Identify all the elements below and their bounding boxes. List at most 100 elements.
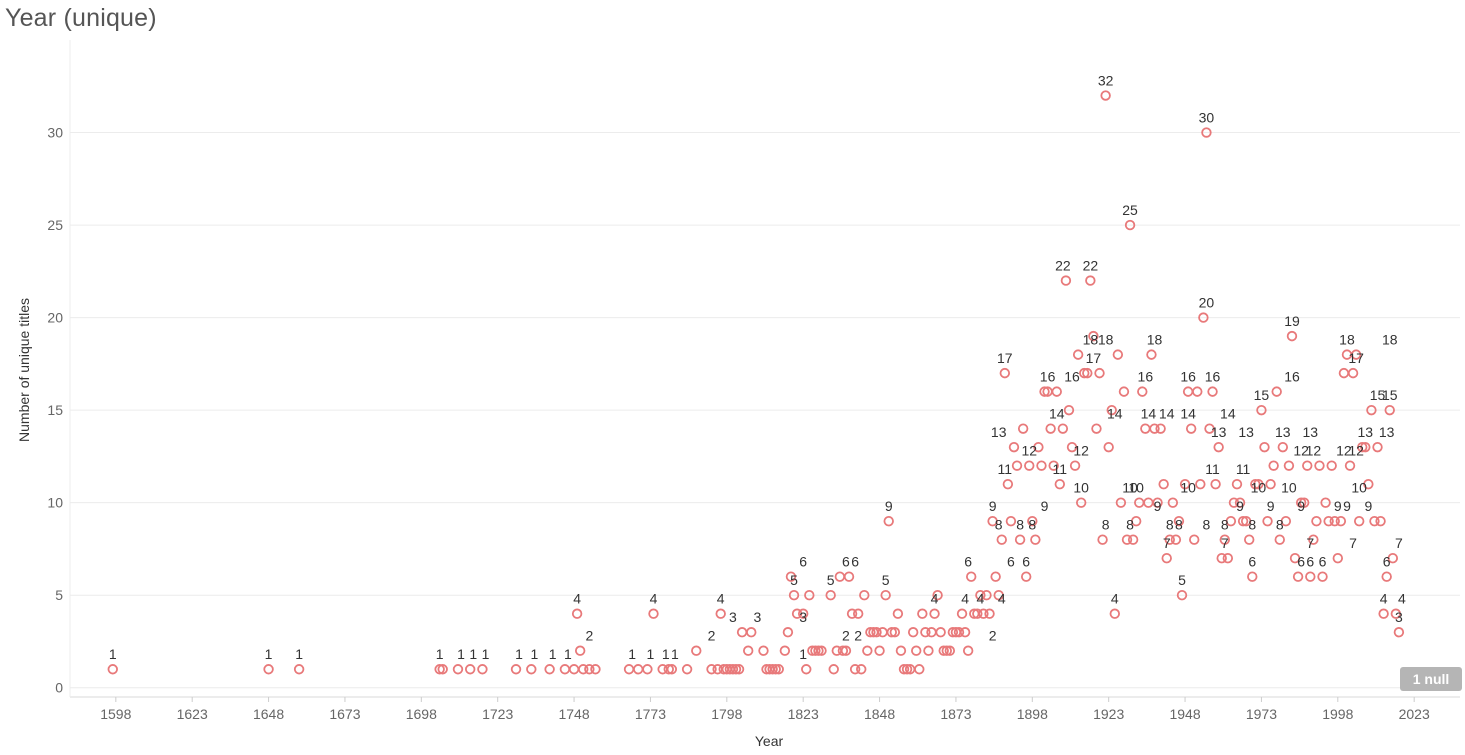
data-label: 25 xyxy=(1122,202,1138,218)
y-tick-label: 15 xyxy=(47,402,63,418)
data-point xyxy=(914,664,925,675)
data-point xyxy=(1378,608,1389,619)
data-point xyxy=(923,645,934,656)
data-label: 17 xyxy=(997,350,1013,366)
data-point xyxy=(526,664,537,675)
data-label: 7 xyxy=(1349,535,1357,551)
data-point xyxy=(1231,478,1243,490)
data-point xyxy=(1216,552,1227,564)
data-point xyxy=(1060,275,1072,286)
data-point xyxy=(1305,571,1316,582)
data-label: 4 xyxy=(717,591,725,607)
data-label: 10 xyxy=(1281,480,1297,496)
data-point xyxy=(1170,534,1182,545)
data-point xyxy=(1079,367,1090,379)
data-label: 8 xyxy=(1126,517,1134,533)
data-label: 14 xyxy=(1159,406,1175,422)
data-label: 17 xyxy=(1086,350,1102,366)
data-point xyxy=(825,590,836,601)
data-label: 1 xyxy=(799,646,807,662)
data-point xyxy=(1182,386,1194,397)
data-point xyxy=(1350,349,1362,360)
x-tick-label: 1698 xyxy=(406,706,437,722)
data-label: 22 xyxy=(1083,258,1099,274)
data-label: 7 xyxy=(1163,535,1171,551)
data-label: 16 xyxy=(1040,369,1056,385)
data-point xyxy=(1381,571,1392,582)
data-label: 30 xyxy=(1199,110,1215,126)
data-point xyxy=(642,664,653,675)
data-point xyxy=(1014,534,1026,545)
data-label: 19 xyxy=(1284,313,1300,329)
data-point xyxy=(510,664,522,675)
data-label: 10 xyxy=(1351,480,1367,496)
data-point xyxy=(1363,478,1374,490)
data-point xyxy=(1082,367,1093,379)
data-label: 8 xyxy=(1166,517,1174,533)
data-point xyxy=(987,515,998,527)
data-point xyxy=(892,608,904,619)
data-point xyxy=(813,645,824,656)
data-point xyxy=(1384,404,1395,416)
data-label: 11 xyxy=(1205,461,1220,477)
data-label: 3 xyxy=(729,609,737,625)
data-label: 6 xyxy=(799,554,807,570)
data-label: 9 xyxy=(989,498,997,514)
data-point xyxy=(1179,478,1191,490)
data-point xyxy=(834,571,846,582)
data-label: 1 xyxy=(265,646,273,662)
x-tick-label: 1948 xyxy=(1169,706,1200,722)
data-label: 5 xyxy=(790,572,798,588)
data-point xyxy=(883,515,894,527)
data-label: 16 xyxy=(1064,369,1080,385)
data-point xyxy=(681,664,693,675)
data-label: 12 xyxy=(1336,443,1352,459)
data-point xyxy=(1201,127,1212,138)
data-label: 1 xyxy=(662,646,670,662)
data-label: 18 xyxy=(1382,332,1398,348)
data-point xyxy=(1005,515,1017,527)
data-label: 17 xyxy=(1348,350,1364,366)
data-point xyxy=(779,645,791,656)
data-point xyxy=(1017,423,1029,434)
data-label: 16 xyxy=(1284,369,1300,385)
data-point xyxy=(1347,367,1359,379)
data-point xyxy=(437,664,448,675)
data-label: 6 xyxy=(851,554,859,570)
data-point xyxy=(1027,515,1038,527)
data-label: 4 xyxy=(1111,591,1119,607)
data-label: 6 xyxy=(1306,554,1314,570)
data-point xyxy=(1020,571,1032,582)
data-point xyxy=(1063,404,1075,416)
data-point xyxy=(1030,534,1041,545)
data-label: 8 xyxy=(1028,517,1036,533)
data-point xyxy=(871,627,882,638)
data-point xyxy=(944,645,956,656)
null-indicator-badge[interactable]: 1 null xyxy=(1400,667,1462,691)
data-point xyxy=(785,571,797,582)
data-point xyxy=(730,664,742,675)
data-point xyxy=(1344,460,1356,471)
data-label: 5 xyxy=(882,572,890,588)
data-point xyxy=(1338,367,1350,379)
data-point xyxy=(972,608,983,619)
data-point xyxy=(1091,423,1102,434)
data-point xyxy=(1353,515,1365,527)
data-point xyxy=(263,664,274,675)
data-label: 1 xyxy=(530,646,538,662)
data-point xyxy=(1069,460,1081,471)
data-label: 10 xyxy=(1073,480,1089,496)
data-point xyxy=(1024,460,1035,471)
data-point xyxy=(1103,441,1114,453)
data-label: 13 xyxy=(1238,424,1254,440)
data-label: 13 xyxy=(1211,424,1227,440)
data-point xyxy=(791,608,803,619)
data-point xyxy=(1167,497,1179,508)
x-tick-label: 1923 xyxy=(1093,706,1124,722)
data-point xyxy=(544,664,555,675)
data-point xyxy=(917,608,928,619)
data-label: 14 xyxy=(1141,406,1157,422)
data-label: 16 xyxy=(1180,369,1196,385)
data-label: 6 xyxy=(842,554,850,570)
data-label: 1 xyxy=(469,646,477,662)
